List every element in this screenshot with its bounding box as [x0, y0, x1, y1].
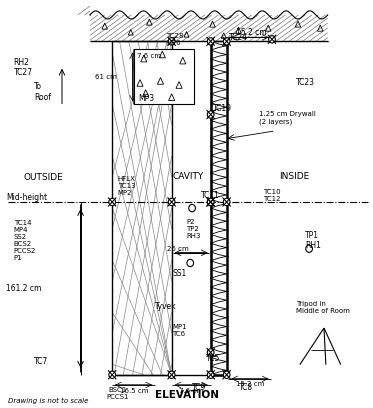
Text: P2
TP2
RH3: P2 TP2 RH3: [186, 220, 201, 239]
Circle shape: [207, 349, 214, 356]
Circle shape: [223, 371, 230, 379]
Text: OUTSIDE: OUTSIDE: [23, 173, 63, 182]
Text: TC10
TC12: TC10 TC12: [263, 189, 280, 202]
Text: 26 cm: 26 cm: [167, 246, 189, 252]
Text: 15.2 cm: 15.2 cm: [236, 28, 267, 37]
Text: 15.2 cm: 15.2 cm: [236, 381, 264, 387]
Circle shape: [207, 38, 214, 45]
Text: TC24: TC24: [229, 33, 248, 42]
Text: SS1: SS1: [172, 268, 186, 277]
Circle shape: [207, 198, 214, 206]
Circle shape: [306, 245, 313, 253]
Text: TC5: TC5: [206, 354, 220, 363]
Bar: [135, 49, 194, 104]
Text: 7.6 cm: 7.6 cm: [137, 53, 161, 59]
Circle shape: [168, 198, 175, 206]
Text: MP3: MP3: [138, 94, 154, 103]
Text: RH2
TC27: RH2 TC27: [14, 58, 33, 78]
Text: HFLX
TC13
MP2: HFLX TC13 MP2: [118, 176, 136, 196]
Text: TC28
MP6: TC28 MP6: [166, 33, 184, 46]
Text: TC11: TC11: [201, 191, 220, 200]
Text: TP1
RH1: TP1 RH1: [305, 231, 321, 250]
Circle shape: [269, 35, 275, 43]
Circle shape: [189, 204, 195, 212]
Text: 16.5 cm: 16.5 cm: [120, 388, 148, 394]
Text: ELEVATION: ELEVATION: [154, 390, 219, 400]
Text: BSC1
PCCS1: BSC1 PCCS1: [107, 387, 129, 400]
Text: TC23: TC23: [296, 78, 315, 86]
Circle shape: [207, 198, 214, 206]
Text: Tripod in
Middle of Room: Tripod in Middle of Room: [296, 301, 350, 314]
Circle shape: [207, 371, 214, 379]
Text: 61 cm: 61 cm: [95, 74, 117, 80]
Text: MP1
TC6: MP1 TC6: [172, 324, 187, 337]
Text: TC14
MP4
SS2
BCS2
PCCS2
P1: TC14 MP4 SS2 BCS2 PCCS2 P1: [14, 220, 36, 261]
Text: TC19: TC19: [213, 104, 232, 113]
Text: INSIDE: INSIDE: [279, 172, 309, 181]
Circle shape: [109, 371, 116, 379]
Text: TC9: TC9: [192, 383, 207, 392]
Bar: [112, 41, 172, 375]
Text: 1.25 cm Drywall
(2 layers): 1.25 cm Drywall (2 layers): [259, 111, 316, 125]
Text: Drawing is not to scale: Drawing is not to scale: [8, 397, 88, 404]
Text: CAVITY: CAVITY: [173, 172, 204, 181]
Circle shape: [207, 111, 214, 118]
Circle shape: [168, 38, 175, 45]
Circle shape: [223, 198, 230, 206]
Bar: [90, 15, 328, 41]
Text: 7.6 cm: 7.6 cm: [179, 388, 203, 394]
Text: To
Roof: To Roof: [34, 82, 51, 102]
Text: TC7: TC7: [34, 357, 48, 366]
Text: 161.2 cm: 161.2 cm: [6, 284, 42, 293]
Circle shape: [109, 198, 116, 206]
Text: Mid-height: Mid-height: [6, 193, 47, 202]
Circle shape: [187, 259, 194, 266]
Circle shape: [223, 38, 230, 45]
Text: TC8: TC8: [239, 383, 253, 392]
Circle shape: [168, 371, 175, 379]
Text: Tyvek: Tyvek: [155, 302, 176, 311]
